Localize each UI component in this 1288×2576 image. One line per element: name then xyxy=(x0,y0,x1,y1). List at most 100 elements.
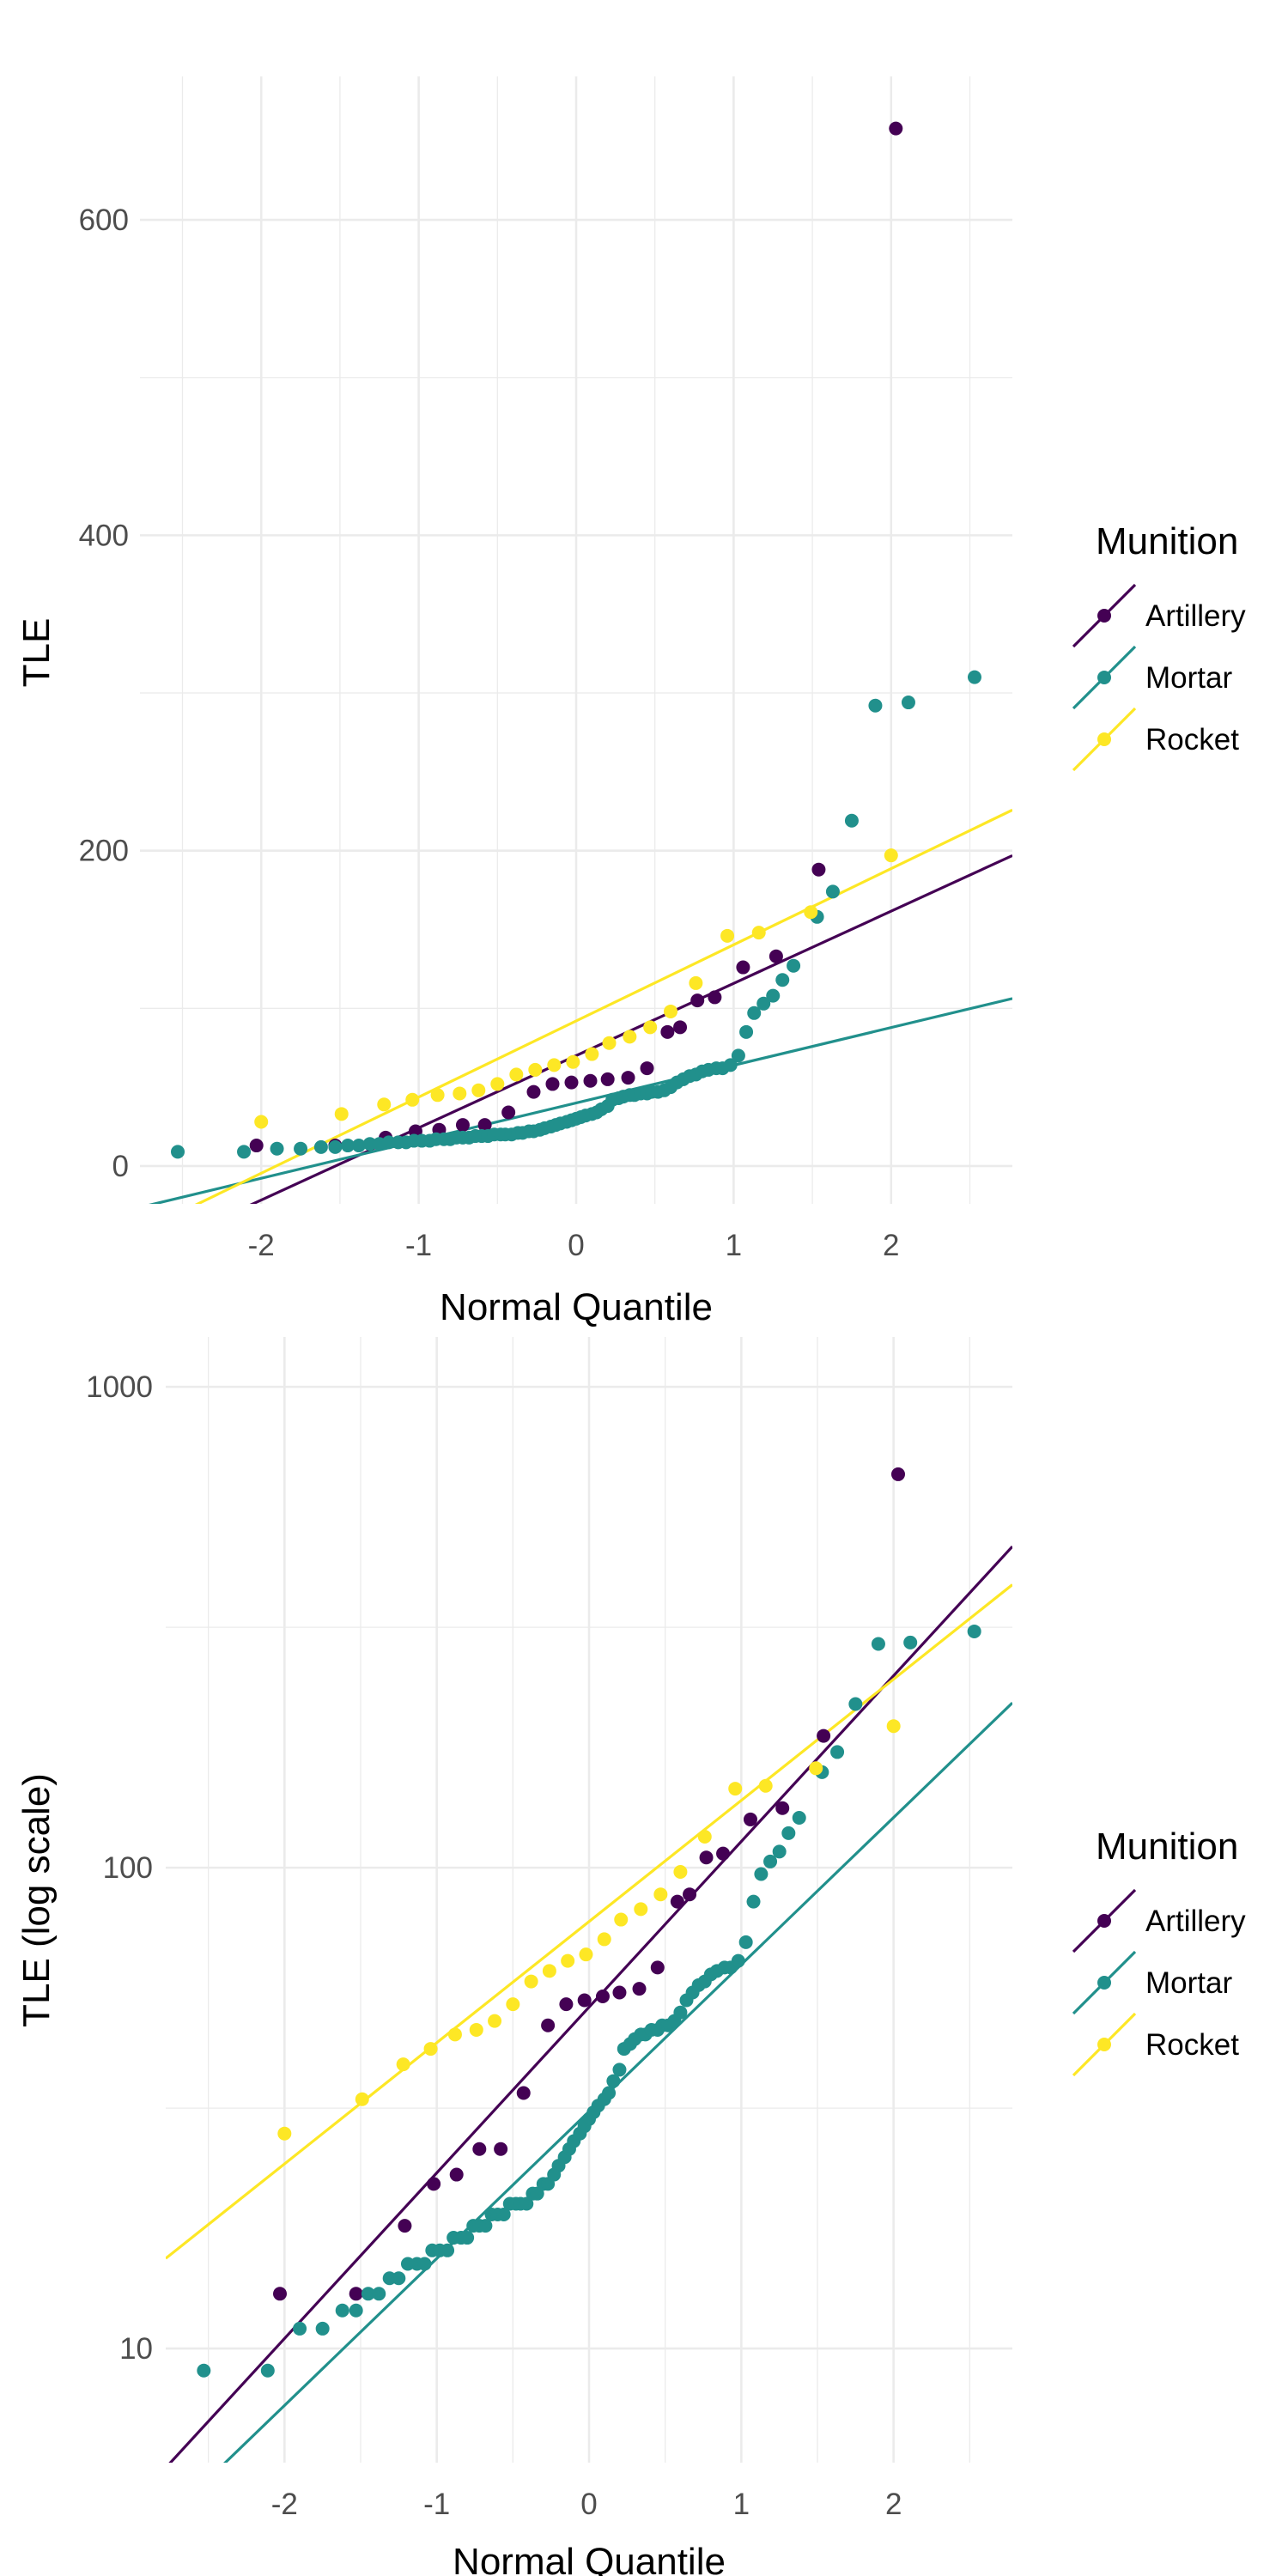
point-mortar xyxy=(738,1935,753,1949)
point-artillery xyxy=(769,949,783,963)
reference-line-mortar xyxy=(149,997,1012,1204)
point-artillery xyxy=(670,1894,684,1909)
point-mortar xyxy=(967,1624,981,1638)
legend-key-point xyxy=(1097,1976,1111,1990)
point-rocket xyxy=(566,1054,580,1069)
point-mortar xyxy=(351,1139,366,1153)
data-points xyxy=(171,121,981,1159)
point-mortar xyxy=(171,1145,185,1159)
legend-label: Mortar xyxy=(1145,661,1232,695)
point-mortar xyxy=(731,1048,745,1063)
y-axis-title: TLE xyxy=(15,618,58,688)
legend-item-artillery: Artillery xyxy=(1072,1888,1246,1953)
point-rocket xyxy=(355,2092,369,2106)
x-tick-label: -2 xyxy=(248,1229,275,1262)
point-mortar xyxy=(612,2063,627,2077)
point-mortar xyxy=(792,1810,806,1825)
y-tick-label: 1000 xyxy=(86,1370,153,1404)
point-rocket xyxy=(254,1115,269,1129)
point-artillery xyxy=(501,1105,516,1120)
log-qq-panel: 10 100 1000 -2 -1 0 1 2 Normal Quantile TLE (l… xyxy=(15,1337,1246,2576)
point-artillery xyxy=(541,2018,556,2032)
legend: Munition Artillery Mortar Rocket xyxy=(1072,1826,1246,2077)
x-tick-label: 0 xyxy=(568,1229,584,1262)
point-mortar xyxy=(478,2219,493,2233)
point-artillery xyxy=(249,1139,264,1153)
point-rocket xyxy=(490,1077,505,1091)
point-mortar xyxy=(361,2287,375,2301)
legend-label: Rocket xyxy=(1145,723,1239,756)
x-tick-label: 2 xyxy=(885,2488,902,2521)
legend-item-mortar: Mortar xyxy=(1072,645,1232,710)
point-mortar xyxy=(237,1145,252,1159)
point-artillery xyxy=(595,1989,610,2003)
point-artillery xyxy=(699,1850,714,1865)
x-tick-label: -1 xyxy=(423,2488,450,2521)
reference-line-artillery xyxy=(249,854,1012,1204)
point-artillery xyxy=(494,2142,508,2156)
point-rocket xyxy=(405,1092,420,1107)
y-axis-title: TLE (log scale) xyxy=(15,1773,58,2027)
point-rocket xyxy=(277,2126,292,2141)
point-rocket xyxy=(334,1107,349,1121)
x-tick-label: 1 xyxy=(726,1229,742,1262)
point-rocket xyxy=(886,1719,901,1734)
point-artillery xyxy=(673,1020,688,1035)
point-rocket xyxy=(614,1912,629,1927)
point-mortar xyxy=(673,2005,688,2020)
point-rocket xyxy=(689,975,703,990)
y-tick-labels: 10 100 1000 xyxy=(86,1370,153,2366)
point-rocket xyxy=(542,1964,556,1978)
x-axis-title: Normal Quantile xyxy=(440,1286,713,1328)
point-rocket xyxy=(720,928,735,943)
reference-line-artillery xyxy=(168,1545,1012,2463)
point-rocket xyxy=(423,2042,438,2057)
legend-label: Artillery xyxy=(1145,1905,1246,1938)
panel-gridlines xyxy=(140,76,1012,1204)
point-mortar xyxy=(871,1637,885,1651)
x-tick-labels: -2 -1 0 1 2 xyxy=(271,2488,902,2521)
y-tick-label: 100 xyxy=(103,1851,153,1885)
point-mortar xyxy=(754,1867,769,1881)
point-rocket xyxy=(396,2057,410,2072)
point-artillery xyxy=(427,2177,441,2191)
legend-key-point xyxy=(1097,609,1111,623)
point-rocket xyxy=(453,1086,467,1101)
legend-item-rocket: Rocket xyxy=(1072,707,1239,772)
point-rocket xyxy=(561,1953,575,1968)
point-rocket xyxy=(884,848,898,863)
data-points xyxy=(197,1467,981,2378)
point-artillery xyxy=(650,1960,665,1975)
panel-gridlines xyxy=(166,1337,1012,2463)
point-mortar xyxy=(349,2303,363,2318)
point-rocket xyxy=(728,1782,743,1796)
y-tick-label: 0 xyxy=(112,1150,129,1183)
point-mortar xyxy=(417,2257,432,2271)
point-mortar xyxy=(825,884,840,899)
y-tick-label: 200 xyxy=(79,835,129,868)
point-mortar xyxy=(756,996,771,1011)
legend-key-point xyxy=(1097,732,1111,746)
point-mortar xyxy=(328,1139,343,1154)
point-rocket xyxy=(488,2014,502,2028)
legend-key-point xyxy=(1097,1914,1111,1928)
point-mortar xyxy=(602,2086,617,2100)
point-rocket xyxy=(509,1067,524,1082)
y-tick-labels: 0 200 400 600 xyxy=(79,204,129,1183)
point-rocket xyxy=(447,2027,462,2042)
reference-line-rocket xyxy=(194,808,1012,1204)
point-artillery xyxy=(398,2219,412,2233)
point-artillery xyxy=(559,1997,574,2012)
point-artillery xyxy=(349,2287,363,2301)
point-mortar xyxy=(844,813,859,828)
point-artillery xyxy=(889,121,903,136)
point-mortar xyxy=(903,1635,918,1649)
legend-label: Artillery xyxy=(1145,599,1246,633)
point-artillery xyxy=(449,2167,464,2182)
point-mortar xyxy=(260,2363,275,2378)
point-rocket xyxy=(469,2022,483,2037)
point-artillery xyxy=(516,2086,531,2100)
point-rocket xyxy=(758,1778,773,1793)
point-rocket xyxy=(804,905,818,920)
point-artillery xyxy=(716,1846,731,1861)
